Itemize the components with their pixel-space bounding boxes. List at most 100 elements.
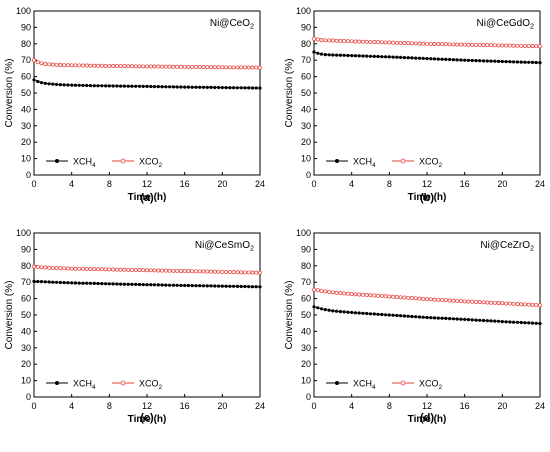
data-point (379, 294, 384, 298)
data-point (213, 85, 217, 90)
y-tick-label: 0 (306, 392, 311, 402)
data-point (81, 266, 85, 271)
x-tick-label: 12 (422, 401, 432, 411)
data-point (451, 317, 455, 321)
y-tick-label: 20 (301, 359, 311, 369)
data-point (511, 320, 516, 324)
x-tick-label: 4 (69, 401, 74, 411)
data-point (216, 65, 221, 70)
data-point (209, 85, 213, 89)
legend-label: XCH4 (353, 379, 376, 392)
data-point (492, 300, 497, 305)
data-point (519, 302, 524, 307)
data-point (156, 268, 161, 273)
legend-label: XCH4 (73, 379, 96, 392)
data-point (92, 281, 96, 285)
data-point (519, 320, 523, 325)
data-point (88, 84, 93, 88)
data-point (129, 267, 134, 272)
y-tick-label: 100 (16, 6, 31, 16)
data-point (372, 293, 377, 298)
data-point (69, 266, 74, 271)
data-point (254, 285, 258, 289)
data-point (361, 292, 365, 297)
data-point (231, 270, 236, 275)
data-point (171, 283, 175, 287)
x-tick-label: 20 (217, 179, 227, 189)
data-point (36, 79, 40, 84)
data-point (406, 41, 411, 46)
data-point (119, 84, 123, 88)
data-point (43, 265, 48, 270)
data-point (463, 317, 467, 321)
data-point (62, 63, 67, 68)
data-point (365, 311, 369, 316)
y-tick-label: 60 (301, 72, 311, 82)
data-point (194, 269, 198, 274)
data-point (538, 61, 542, 65)
data-point (489, 300, 493, 305)
data-point (104, 84, 108, 88)
data-point (478, 59, 482, 63)
data-point (47, 62, 52, 67)
data-point (217, 284, 221, 288)
data-point (410, 56, 414, 60)
data-point (194, 64, 198, 69)
data-point (115, 282, 119, 286)
data-point (182, 64, 187, 69)
data-point (228, 284, 232, 288)
data-point (372, 40, 377, 44)
data-point (133, 268, 138, 272)
data-point (130, 84, 134, 88)
data-point (500, 320, 504, 324)
data-point (183, 283, 187, 288)
data-point (538, 303, 542, 308)
y-tick-label: 80 (301, 39, 311, 49)
data-point (58, 83, 63, 87)
data-point (156, 64, 161, 69)
series-xco2 (32, 264, 262, 275)
data-point (527, 321, 531, 325)
x-tick-label: 24 (535, 179, 545, 189)
y-tick-label: 100 (296, 228, 311, 238)
data-point (402, 295, 407, 300)
y-tick-label: 50 (21, 310, 31, 320)
data-point (149, 84, 153, 89)
data-point (55, 82, 59, 86)
y-axis-label: Conversion (%) (284, 281, 295, 350)
x-tick-label: 20 (497, 401, 507, 411)
data-point (43, 81, 47, 85)
data-point (327, 38, 332, 43)
legend-marker (335, 381, 339, 385)
data-point (65, 63, 70, 68)
y-tick-label: 20 (301, 137, 311, 147)
data-point (126, 84, 130, 88)
y-tick-label: 80 (301, 261, 311, 271)
data-point (417, 315, 422, 319)
data-point (463, 58, 467, 62)
data-point (538, 321, 542, 326)
data-point (436, 57, 440, 61)
data-point (35, 264, 40, 269)
data-point (122, 64, 127, 69)
x-tick-label: 0 (31, 401, 36, 411)
data-point (534, 44, 539, 49)
data-point (406, 314, 410, 318)
data-point (231, 65, 236, 70)
data-point (428, 297, 433, 302)
data-point (527, 60, 531, 64)
data-point (70, 83, 74, 87)
data-point (81, 83, 85, 87)
data-point (466, 58, 470, 62)
data-point (141, 84, 145, 88)
data-point (88, 267, 93, 271)
x-tick-label: 16 (460, 179, 470, 189)
data-point (470, 299, 475, 304)
data-point (126, 267, 131, 272)
data-point (224, 65, 229, 70)
data-point (242, 270, 247, 275)
data-point (319, 307, 324, 311)
data-point (327, 289, 332, 294)
y-tick-label: 100 (296, 6, 311, 16)
